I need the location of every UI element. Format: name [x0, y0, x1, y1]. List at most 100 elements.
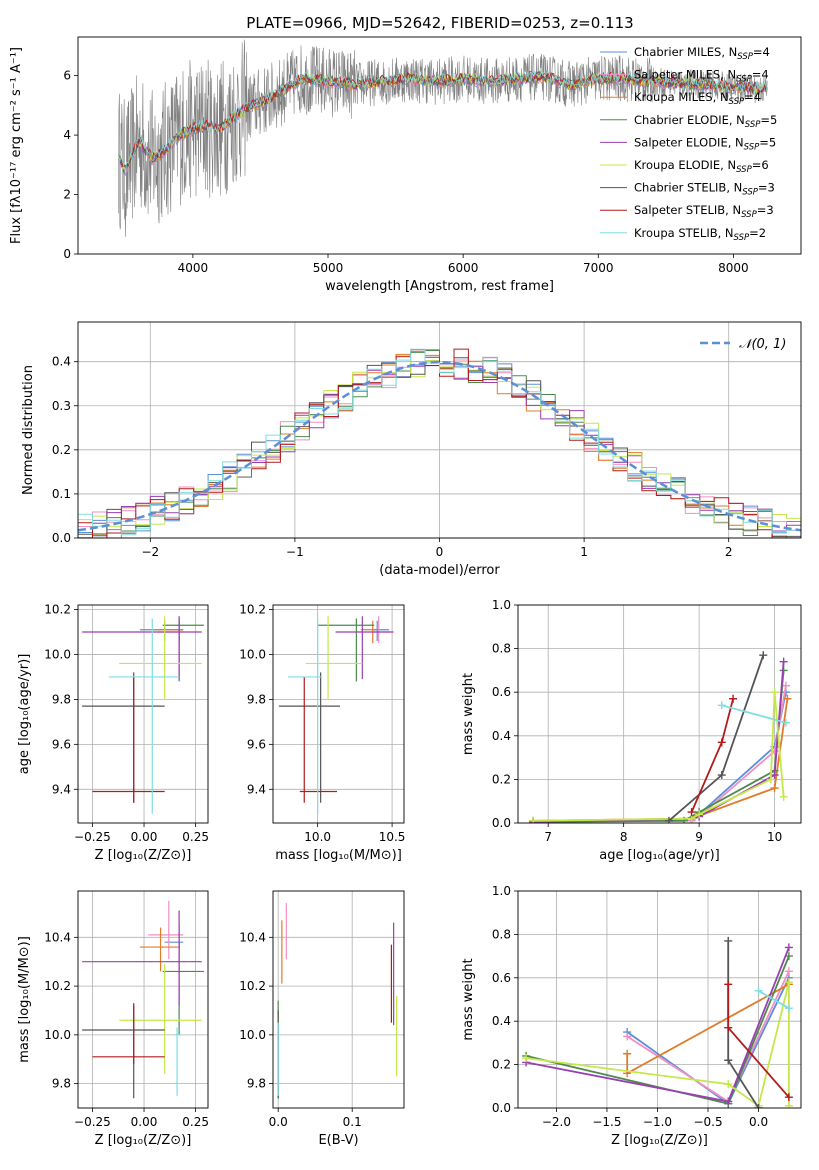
y-tick-label: 10.0 — [239, 647, 266, 661]
y-tick-label: 0.2 — [52, 443, 71, 457]
legend-sub: SSP — [742, 188, 758, 198]
legend-entry: Salpeter ELODIE, NSSP=5 — [634, 135, 776, 152]
errorbar-chabrier-miles — [372, 620, 390, 641]
series-line — [533, 698, 789, 822]
errorbar-chabrier-stelib — [278, 672, 340, 803]
legend-entry: Salpeter MILES, NSSP=4 — [634, 68, 769, 85]
y-tick-label: 0.3 — [52, 399, 71, 413]
x-tick-label: −1.5 — [592, 1115, 621, 1129]
series-point — [724, 936, 733, 945]
axes-frame — [272, 890, 405, 1109]
series-point — [784, 978, 793, 987]
x-axis-label: E(B-V) — [318, 1133, 358, 1148]
y-tick-label: 9.8 — [52, 692, 71, 706]
legend-label: Kroupa MILES, N — [634, 90, 729, 104]
axes-frame — [517, 604, 802, 824]
y-tick-label: 0.0 — [52, 531, 71, 545]
y-tick-label: 10.2 — [239, 602, 266, 616]
panel-age-vs-Z: −0.25 0.00 0.25 9.4 9.6 9.8 10.0 10.2 Z [log₁₀(Z… — [17, 602, 209, 863]
series-point — [759, 651, 768, 660]
plot-area-weight-vs-age — [529, 651, 792, 823]
y-tick-label: 1.0 — [492, 598, 511, 612]
series-point — [664, 816, 673, 823]
x-tick-label: 10.5 — [379, 830, 406, 844]
x-tick-label: 7000 — [583, 261, 614, 275]
series-point — [779, 792, 788, 801]
x-tick-label: 10.0 — [304, 830, 331, 844]
y-tick-label: 10.0 — [239, 1028, 266, 1042]
series-point — [717, 771, 726, 780]
series-chabrier-stelib — [664, 651, 768, 823]
series-point — [623, 1049, 632, 1058]
y-tick-label: 9.8 — [247, 692, 266, 706]
errorbar-chabrier-elodie — [317, 618, 375, 682]
x-tick-label: 0.25 — [182, 830, 209, 844]
series-line — [668, 654, 765, 822]
series-salpeter-elodie — [529, 657, 788, 823]
series-point — [766, 775, 775, 784]
errorbar-kroupa-stelib — [174, 1027, 182, 1096]
x-tick-label: 8 — [620, 830, 628, 844]
panel-age-vs-mass: 10.0 10.5 9.4 9.6 9.8 10.0 10.2 mass [log₁₀(M/M… — [239, 602, 405, 863]
legend-suffix: =4 — [752, 68, 769, 82]
series-point — [783, 694, 792, 703]
x-tick-label: 0.1 — [343, 1115, 362, 1129]
legend-label: Salpeter ELODIE, N — [634, 135, 744, 149]
y-tick-label: 2 — [63, 188, 71, 202]
legend-sub: SSP — [745, 120, 761, 130]
series-point — [770, 784, 779, 793]
x-tick-label: −1.0 — [643, 1115, 672, 1129]
legend-suffix: =6 — [752, 158, 769, 172]
x-tick-label: 4000 — [178, 261, 209, 275]
axes-frame — [272, 604, 405, 824]
model-spectrum-kroupa-stelib — [118, 69, 768, 172]
x-tick-label: 7 — [544, 830, 552, 844]
y-axis-label: age [log₁₀(age/yr)] — [17, 654, 32, 775]
y-tick-label: 9.8 — [52, 1077, 71, 1091]
plot-area-residuals — [78, 348, 801, 538]
series-point — [779, 657, 788, 666]
errorbar-salpeter-elodie — [82, 616, 202, 680]
y-tick-label: 6 — [63, 69, 71, 83]
legend-entry: Chabrier ELODIE, NSSP=5 — [634, 113, 777, 130]
legend-entry: Kroupa ELODIE, NSSP=6 — [634, 158, 769, 175]
legend-sub: SSP — [741, 210, 757, 220]
x-axis-label: age [log₁₀(age/yr)] — [599, 848, 720, 863]
y-tick-label: 1.0 — [492, 884, 511, 898]
plot-area-age-vs-Z — [82, 616, 204, 815]
legend-suffix: =5 — [760, 113, 777, 127]
x-tick-label: 8000 — [718, 261, 749, 275]
series-point — [781, 718, 790, 727]
series-point — [784, 1004, 793, 1013]
x-tick-label: 0.0 — [269, 1115, 288, 1129]
legend-entry: Salpeter STELIB, NSSP=3 — [634, 203, 774, 220]
y-tick-label: 10.4 — [44, 930, 71, 944]
series-point — [770, 688, 779, 697]
x-axis-label: mass [log₁₀(M/M⊙)] — [275, 848, 402, 863]
y-tick-label: 10.2 — [44, 979, 71, 993]
legend-sub: SSP — [737, 52, 753, 62]
legend-label: Salpeter STELIB, N — [634, 203, 741, 217]
y-tick-label: 0.4 — [52, 355, 71, 369]
x-tick-label: 10 — [767, 830, 782, 844]
normal-curve — [78, 360, 801, 532]
x-axis-label: wavelength [Angstrom, rest frame] — [325, 279, 554, 294]
legend-label: Chabrier MILES, N — [634, 45, 737, 59]
y-tick-label: 9.6 — [247, 737, 266, 751]
errorbar-chabrier-stelib — [82, 1005, 165, 1099]
series-point — [724, 1056, 733, 1065]
x-tick-label: 0 — [436, 545, 444, 559]
series-kroupa-stelib — [754, 986, 793, 1013]
y-axis-label: mass [log₁₀(M/M⊙)] — [17, 936, 32, 1063]
x-axis-label: Z [log₁₀(Z/Z⊙)] — [95, 848, 192, 863]
legend-suffix: =3 — [757, 203, 774, 217]
plot-area-mass-vs-Z — [82, 900, 204, 1099]
plot-area-weight-vs-Z — [522, 936, 793, 1108]
y-tick-label: 0.2 — [492, 772, 511, 786]
series-point — [522, 1054, 531, 1063]
figure-title: PLATE=0966, MJD=52642, FIBERID=0253, z=0… — [246, 14, 633, 32]
series-point — [717, 701, 726, 710]
legend-sub: SSP — [729, 97, 745, 107]
series-point — [784, 1093, 793, 1102]
legend-suffix: =5 — [759, 135, 776, 149]
